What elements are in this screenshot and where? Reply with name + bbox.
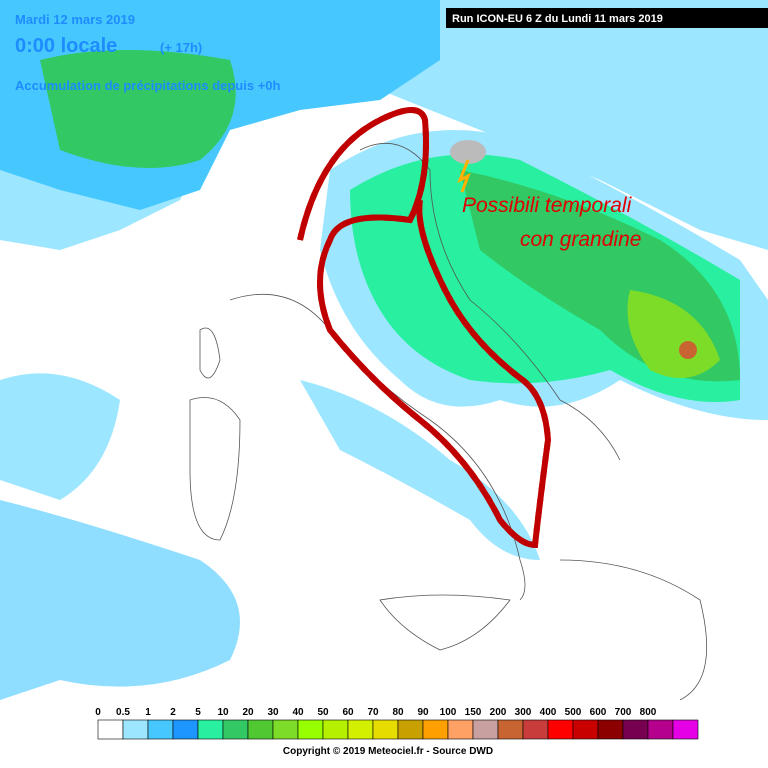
- legend-swatch: [172, 719, 199, 740]
- coastlines: [189, 143, 708, 701]
- legend-label: 400: [540, 707, 557, 718]
- legend-swatch: [297, 719, 324, 740]
- legend-swatch: [647, 719, 674, 740]
- legend-swatch: [197, 719, 224, 740]
- legend: 0 0.5 1 2 5 10 20 30 40 50 60 70 80 90 100 150 200 300 400…: [95, 707, 699, 740]
- legend-label: 30: [267, 707, 279, 718]
- time: 0:00 locale: [15, 35, 117, 57]
- legend-label: 70: [367, 707, 379, 718]
- annotation: con grandine: [520, 228, 641, 251]
- legend-swatch: [222, 719, 249, 740]
- legend-label: 2: [170, 707, 176, 718]
- legend-swatch: [322, 719, 349, 740]
- annotation: Possibili temporali: [462, 194, 633, 217]
- storm-area: [300, 110, 552, 549]
- legend-label: 20: [242, 707, 254, 718]
- legend-label: 100: [440, 707, 457, 718]
- legend-swatch: [97, 719, 124, 740]
- legend-swatch: [497, 719, 524, 740]
- legend-swatch: [272, 719, 299, 740]
- legend-label: 500: [565, 707, 582, 718]
- legend-swatch: [447, 719, 474, 740]
- legend-label: 40: [292, 707, 304, 718]
- legend-swatch: [247, 719, 274, 740]
- legend-swatch: [547, 719, 574, 740]
- run-box: [446, 8, 768, 28]
- legend-swatch: [122, 719, 149, 740]
- legend-label: 60: [342, 707, 354, 718]
- legend-swatch: [347, 719, 374, 740]
- date: Mardi 12 mars 2019: [15, 12, 135, 27]
- run: Run ICON-EU 6 Z du Lundi 11 mars 2019: [452, 13, 663, 25]
- storm-icon: [450, 140, 486, 193]
- legend-label: 800: [640, 707, 657, 718]
- legend-label: 1: [145, 707, 151, 718]
- legend-swatch: [372, 719, 399, 740]
- legend-swatch: [622, 719, 649, 740]
- legend-swatch: [672, 719, 699, 740]
- legend-swatch: [397, 719, 424, 740]
- legend-label: 0: [95, 707, 101, 718]
- legend-label: 700: [615, 707, 632, 718]
- legend-swatch: [472, 719, 499, 740]
- legend-label: 90: [417, 707, 429, 718]
- offset: (+ 17h): [160, 40, 202, 55]
- legend-swatch: [422, 719, 449, 740]
- copyright: Copyright © 2019 Meteociel.fr - Source D…: [283, 746, 493, 757]
- legend-label: 10: [217, 707, 229, 718]
- legend-swatch: [597, 719, 624, 740]
- legend-label: 600: [590, 707, 607, 718]
- legend-label: 5: [195, 707, 201, 718]
- legend-label: 80: [392, 707, 404, 718]
- legend-label: 0.5: [116, 707, 130, 718]
- legend-swatch: [572, 719, 599, 740]
- legend-label: 50: [317, 707, 329, 718]
- legend-label: 300: [515, 707, 532, 718]
- legend-swatch: [522, 719, 549, 740]
- legend-swatch: [147, 719, 174, 740]
- precipitation: [0, 0, 768, 700]
- legend-label: 200: [490, 707, 507, 718]
- legend-label: 150: [465, 707, 482, 718]
- subtitle: Accumulation de précipitations depuis +0…: [15, 78, 281, 93]
